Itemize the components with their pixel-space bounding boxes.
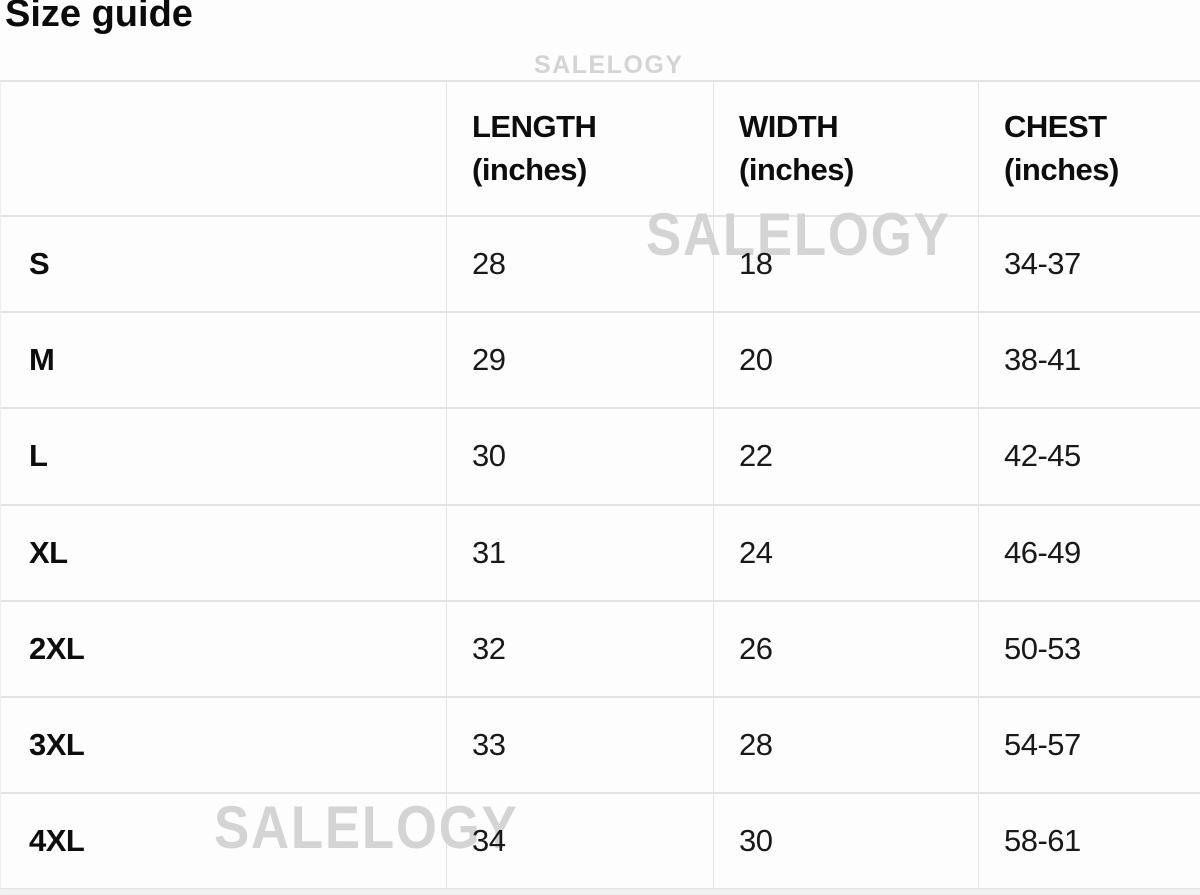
table-row-l-width: 22 bbox=[713, 409, 978, 506]
header-cell-size bbox=[1, 82, 446, 217]
header-cell-width: WIDTH (inches) bbox=[713, 82, 978, 217]
table-row-m-chest: 38-41 bbox=[978, 313, 1200, 410]
table-row-4xl-length: 34 bbox=[446, 794, 713, 891]
header-cell-chest: CHEST (inches) bbox=[978, 82, 1200, 217]
chest-value: 46-49 bbox=[1004, 534, 1081, 570]
table-row-l-size: L bbox=[1, 409, 446, 506]
length-value: 34 bbox=[472, 823, 506, 859]
length-value: 32 bbox=[472, 630, 506, 666]
header-width-unit: (inches) bbox=[739, 151, 854, 187]
table-row-xl-size: XL bbox=[1, 506, 446, 602]
table-row-2xl-size: 2XL bbox=[1, 602, 446, 698]
table-row-4xl-width: 30 bbox=[713, 794, 978, 891]
length-value: 33 bbox=[472, 727, 506, 763]
header-length-label: LENGTH (inches) bbox=[447, 106, 597, 192]
table-row-s-length: 28 bbox=[446, 217, 713, 314]
length-value: 29 bbox=[472, 342, 506, 378]
table-row-3xl-chest: 54-57 bbox=[978, 697, 1200, 795]
table-row-m-size: M bbox=[1, 313, 446, 410]
table-row-m-width: 20 bbox=[713, 313, 978, 410]
size-label: 3XL bbox=[29, 727, 85, 763]
size-label: 2XL bbox=[29, 630, 85, 666]
table-row-l-chest: 42-45 bbox=[978, 409, 1200, 506]
table-row-s-chest: 34-37 bbox=[978, 217, 1200, 314]
header-chest-title: CHEST bbox=[1004, 108, 1107, 144]
table-row-l-length: 30 bbox=[446, 409, 713, 506]
table-row-m-length: 29 bbox=[446, 313, 713, 410]
table-row-3xl-width: 28 bbox=[713, 697, 978, 795]
chest-value: 34-37 bbox=[1004, 246, 1081, 282]
table-row-xl-length: 31 bbox=[446, 505, 713, 602]
header-chest-unit: (inches) bbox=[1004, 151, 1119, 187]
length-value: 30 bbox=[472, 438, 506, 474]
chest-value: 58-61 bbox=[1004, 823, 1081, 859]
table-row-xl-chest: 46-49 bbox=[978, 505, 1200, 602]
table-row-2xl-length: 32 bbox=[446, 601, 713, 698]
page-title: Size guide bbox=[5, 0, 193, 35]
salelogy-watermark-top: SALELOGY bbox=[534, 51, 684, 79]
size-label: 4XL bbox=[29, 823, 85, 859]
chest-value: 50-53 bbox=[1004, 630, 1081, 666]
table-row-3xl-size: 3XL bbox=[1, 698, 446, 795]
header-chest-label: CHEST (inches) bbox=[979, 106, 1119, 192]
header-width-label: WIDTH (inches) bbox=[714, 106, 854, 192]
width-value: 28 bbox=[739, 727, 773, 763]
size-label: S bbox=[29, 246, 50, 282]
table-row-4xl-chest: 58-61 bbox=[978, 794, 1200, 891]
width-value: 22 bbox=[739, 438, 773, 474]
chest-value: 42-45 bbox=[1004, 438, 1081, 474]
width-value: 30 bbox=[739, 823, 773, 859]
header-length-unit: (inches) bbox=[472, 151, 587, 187]
table-row-s-size: S bbox=[1, 217, 446, 314]
table-row-3xl-length: 33 bbox=[446, 697, 713, 795]
width-value: 18 bbox=[739, 246, 773, 282]
length-value: 31 bbox=[472, 534, 506, 570]
table-row-4xl-size: 4XL bbox=[1, 794, 446, 891]
table-row-2xl-width: 26 bbox=[713, 601, 978, 698]
chest-value: 54-57 bbox=[1004, 727, 1081, 763]
size-label: XL bbox=[29, 534, 68, 570]
table-bottom-crop-strip bbox=[0, 889, 1200, 895]
header-width-title: WIDTH bbox=[739, 108, 839, 144]
size-label: L bbox=[29, 438, 48, 474]
width-value: 20 bbox=[739, 342, 773, 378]
width-value: 26 bbox=[739, 630, 773, 666]
size-label: M bbox=[29, 342, 55, 378]
header-cell-length: LENGTH (inches) bbox=[446, 82, 713, 217]
table-row-s-width: 18 bbox=[713, 217, 978, 314]
length-value: 28 bbox=[472, 246, 506, 282]
size-guide-table: LENGTH (inches) WIDTH (inches) CHEST (inche… bbox=[0, 80, 1200, 891]
chest-value: 38-41 bbox=[1004, 342, 1081, 378]
header-length-title: LENGTH bbox=[472, 108, 597, 144]
width-value: 24 bbox=[739, 534, 773, 570]
table-row-xl-width: 24 bbox=[713, 505, 978, 602]
table-row-2xl-chest: 50-53 bbox=[978, 601, 1200, 698]
